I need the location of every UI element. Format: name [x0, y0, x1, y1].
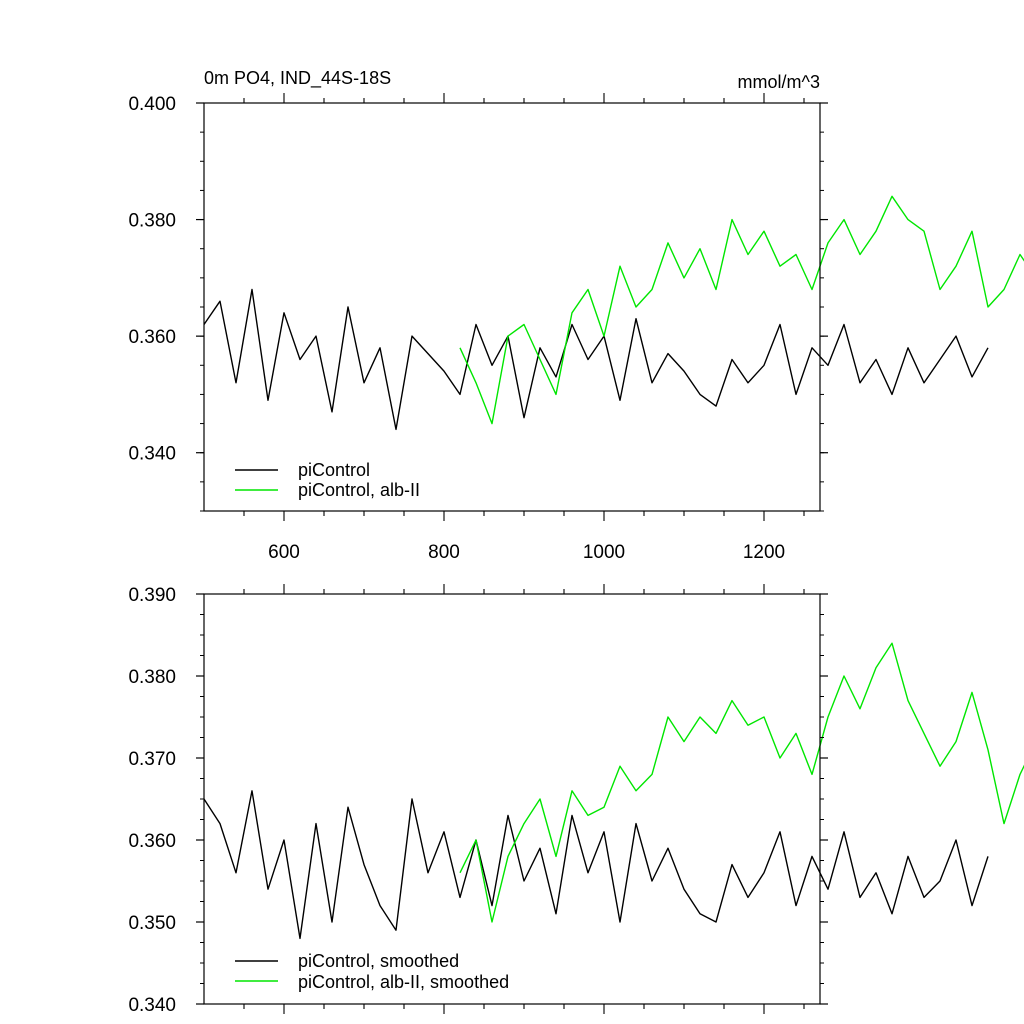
top-x-axis: 600 800 1000 1200 [243, 93, 805, 563]
y-tick-label: 0.370 [128, 749, 176, 770]
y-tick-label: 0.380 [128, 667, 176, 688]
y-tick-label: 0.380 [128, 211, 176, 232]
y-tick-label: 0.400 [128, 94, 176, 115]
top-legend: piControl piControl, alb-II [235, 460, 420, 500]
top-plot-lines [203, 195, 1024, 431]
series-line-1-0 [203, 790, 989, 940]
top-legend-label-control: piControl [298, 460, 370, 480]
x-tick-label: 600 [268, 542, 300, 563]
x-tick-label: 1200 [743, 542, 785, 563]
top-chart-title: 0m PO4, IND_44S-18S [204, 68, 391, 89]
y-tick-label: 0.390 [128, 585, 176, 606]
y-tick-label: 0.340 [128, 444, 176, 465]
top-legend-label-alb: piControl, alb-II [298, 480, 420, 500]
top-chart-units: mmol/m^3 [738, 72, 820, 92]
bottom-plot-lines [203, 642, 1024, 940]
bottom-x-axis [243, 584, 805, 1014]
x-tick-label: 800 [428, 542, 460, 563]
bottom-y-axis: 0.340 0.350 0.360 0.370 0.380 0.390 [128, 585, 828, 1016]
bottom-legend-label-alb: piControl, alb-II, smoothed [298, 972, 509, 992]
top-y-axis: 0.340 0.360 0.380 0.400 [128, 94, 828, 512]
top-panel: 0m PO4, IND_44S-18S mmol/m^3 0.3400.3600… [128, 68, 1024, 563]
y-tick-label: 0.340 [128, 995, 176, 1016]
series-line-0-0 [203, 288, 989, 431]
bottom-legend: piControl, smoothed piControl, alb-II, s… [235, 951, 509, 992]
y-tick-label: 0.350 [128, 913, 176, 934]
y-tick-label: 0.360 [128, 327, 176, 348]
series-line-0-1 [459, 195, 1024, 425]
bottom-panel: 0.340 0.350 0.360 0.370 0.380 0.390 piControl… [128, 584, 1024, 1016]
bottom-legend-label-control: piControl, smoothed [298, 951, 459, 971]
y-tick-label: 0.360 [128, 831, 176, 852]
series-line-1-1 [459, 642, 1024, 923]
x-tick-label: 1000 [583, 542, 625, 563]
